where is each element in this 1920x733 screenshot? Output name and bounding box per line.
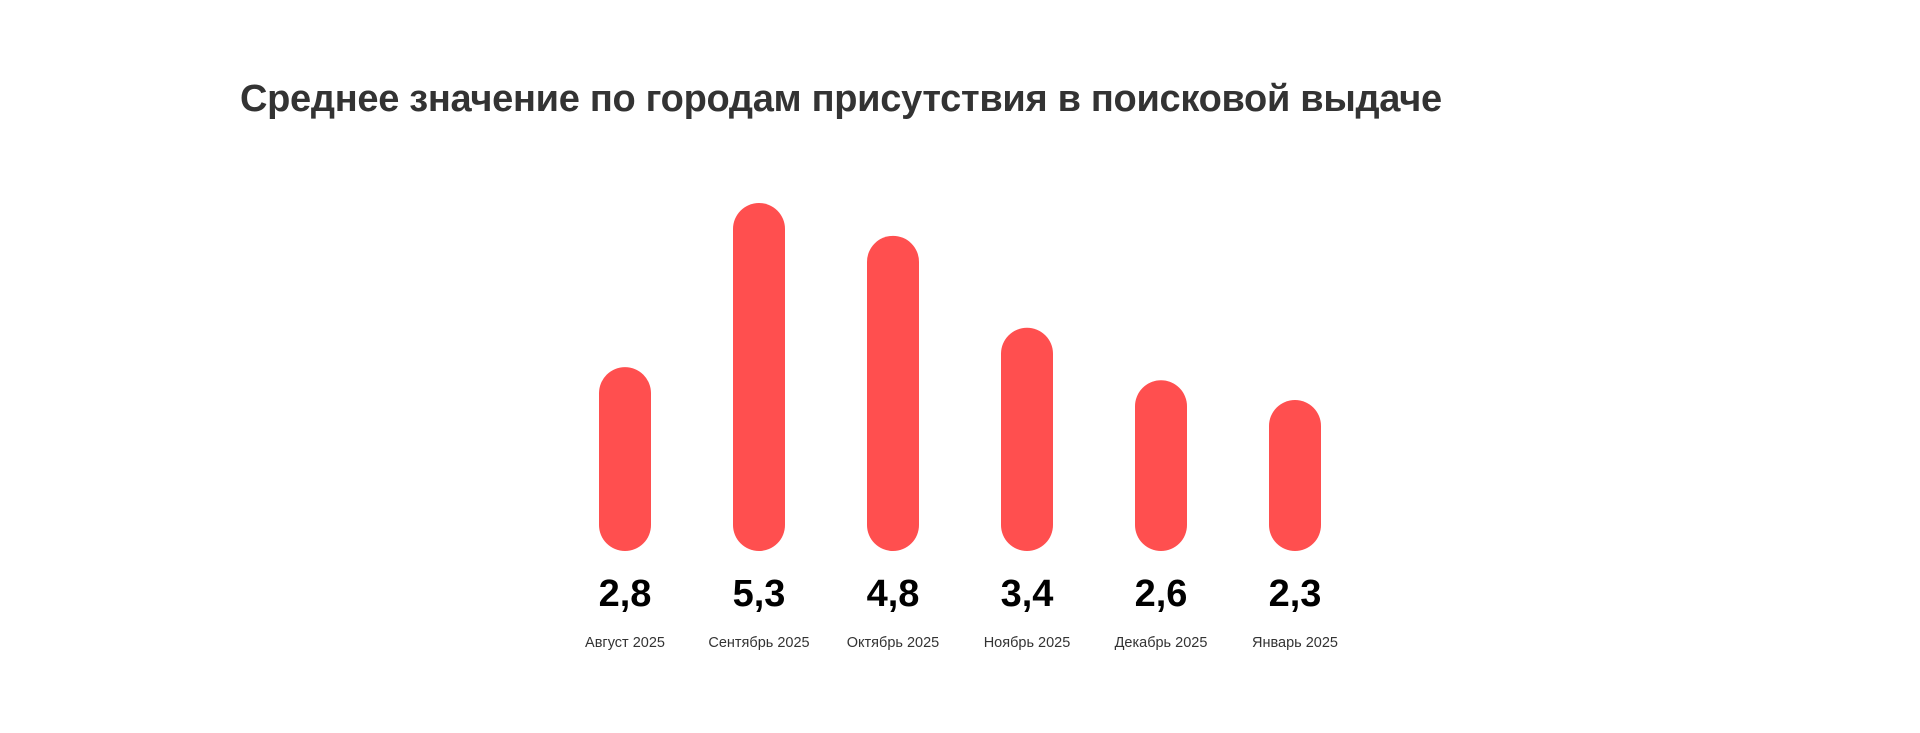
value-label: 3,4 (1001, 573, 1054, 615)
category-label: Октябрь 2025 (847, 635, 940, 651)
category-label: Январь 2025 (1252, 635, 1338, 651)
bar-3 (1001, 327, 1053, 551)
bar-1 (733, 203, 785, 551)
value-label: 4,8 (867, 573, 920, 615)
bar-4 (1135, 380, 1187, 551)
value-label: 2,6 (1135, 573, 1188, 615)
category-label: Сентябрь 2025 (708, 635, 809, 651)
category-label: Декабрь 2025 (1115, 635, 1208, 651)
bar-5 (1269, 399, 1321, 551)
value-label: 5,3 (733, 573, 786, 615)
bar-0 (599, 367, 651, 551)
category-label: Август 2025 (585, 635, 665, 651)
value-label: 2,3 (1269, 573, 1322, 615)
chart-title: Среднее значение по городам присутствия … (240, 78, 1442, 120)
bar-2 (867, 235, 919, 551)
category-label: Ноябрь 2025 (984, 635, 1071, 651)
value-label: 2,8 (599, 573, 652, 615)
